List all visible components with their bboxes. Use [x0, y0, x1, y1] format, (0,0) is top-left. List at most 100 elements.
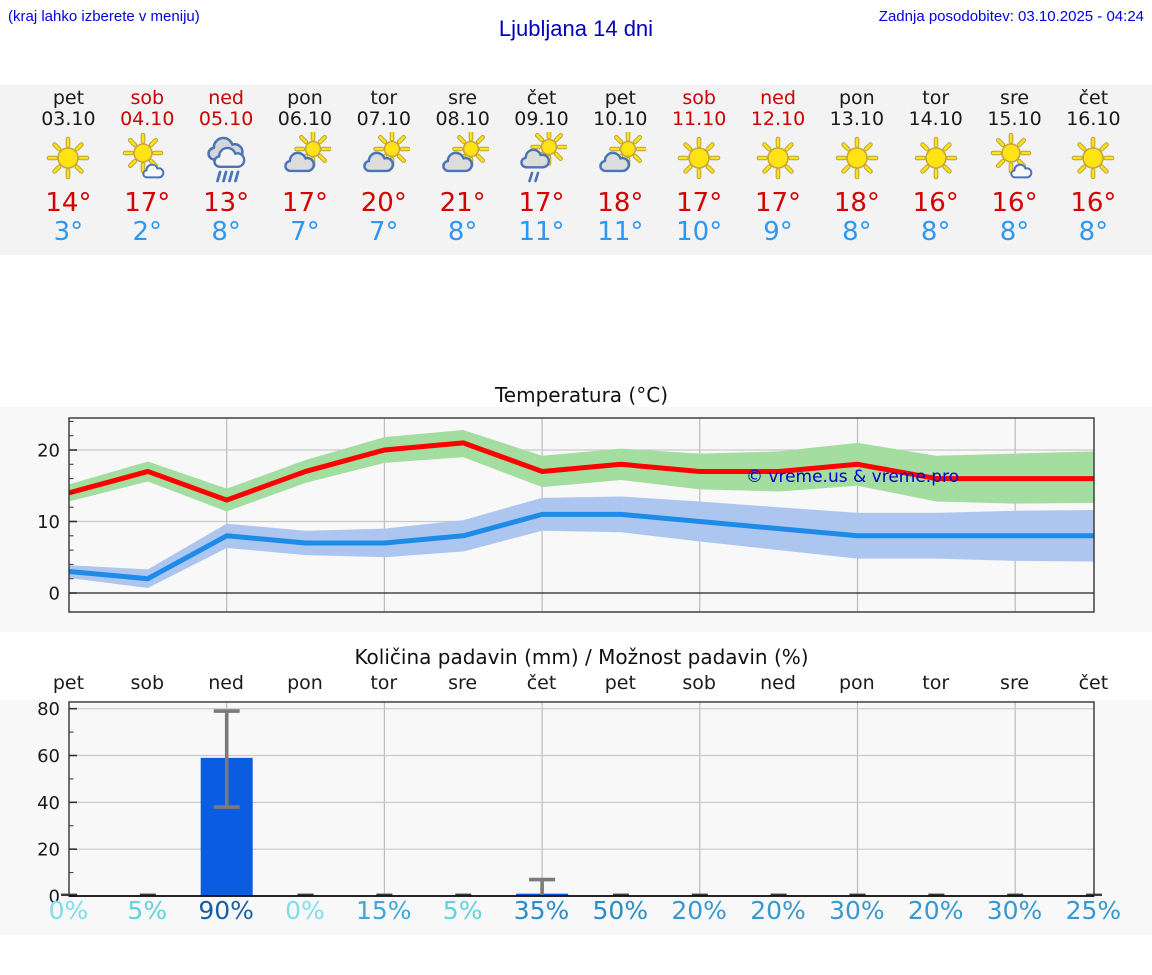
temp-min: 7°: [290, 217, 320, 247]
precip-day-label: pon: [287, 672, 323, 694]
day-date: 05.10: [198, 108, 254, 130]
precip-day-label: ned: [760, 672, 796, 694]
precip-day-label: pet: [604, 672, 636, 694]
day-name: sob: [682, 87, 716, 109]
cloud-sun-icon: [363, 132, 410, 173]
last-update-timestamp: Zadnja posodobitev: 03.10.2025 - 04:24: [878, 8, 1144, 25]
temperature-chart-title: Temperatura (°C): [494, 383, 668, 407]
precip-day-label: čet: [526, 672, 557, 694]
temp-max: 16°: [912, 188, 959, 218]
precip-day-label: sob: [682, 672, 716, 694]
day-column[interactable]: pet 10.10 18° 11°: [581, 88, 660, 247]
temp-max: 17°: [754, 188, 802, 218]
day-date: 09.10: [514, 108, 569, 130]
day-column[interactable]: tor 07.10 20° 7°: [344, 87, 423, 247]
precip-day-label: tor: [370, 672, 398, 694]
precip-probability: 5%: [127, 896, 168, 925]
day-date: 16.10: [1066, 108, 1121, 130]
temp-max: 17°: [124, 188, 171, 218]
day-date: 15.10: [987, 108, 1042, 130]
day-date: 11.10: [671, 108, 727, 130]
temp-max: 20°: [360, 188, 407, 218]
day-column[interactable]: pet 03.10 14° 3°: [29, 88, 108, 247]
day-column[interactable]: sob 04.10 17° 2°: [108, 87, 187, 247]
precip-ytick: 0: [49, 887, 60, 908]
precip-day-label: sre: [448, 672, 478, 694]
temp-min: 11°: [518, 217, 565, 247]
day-column[interactable]: pon 06.10 17° 7°: [266, 87, 345, 247]
temp-max: 18°: [833, 188, 880, 218]
day-name: tor: [370, 87, 398, 109]
day-date: 04.10: [120, 108, 175, 130]
precip-probability: 30%: [829, 896, 885, 925]
sun-icon: [677, 136, 721, 180]
temp-min: 8°: [842, 217, 872, 247]
cloud-sun-icon: [599, 132, 647, 173]
temp-max: 16°: [1070, 188, 1117, 218]
temp-min: 8°: [1078, 217, 1109, 247]
temp-min: 2°: [132, 217, 163, 247]
day-date: 10.10: [593, 108, 648, 130]
precip-probability: 25%: [1065, 896, 1122, 925]
day-name: pon: [287, 87, 323, 109]
day-date: 06.10: [277, 108, 333, 130]
day-name: sre: [448, 87, 478, 109]
page-title: Ljubljana 14 dni: [498, 16, 654, 41]
day-column[interactable]: sre 15.10 16° 8°: [975, 87, 1054, 247]
precip-probability: 35%: [513, 896, 570, 925]
day-date: 14.10: [908, 108, 963, 130]
temp-min: 8°: [920, 217, 951, 247]
temp-min: 8°: [447, 217, 478, 247]
precip-probability: 15%: [356, 896, 412, 925]
precip-day-label: tor: [922, 672, 950, 694]
watermark-link[interactable]: © vreme.us & vreme.pro: [746, 467, 960, 487]
precipitation-chart: 0 20 40 60 80: [0, 700, 1152, 935]
day-column[interactable]: ned 05.10 13° 8°: [187, 88, 266, 247]
precip-probability: 50%: [592, 896, 649, 925]
day-name: pon: [838, 87, 875, 109]
precip-probability: 90%: [198, 896, 254, 925]
day-name: sob: [130, 87, 165, 109]
sun-icon: [914, 136, 958, 180]
precip-day-label: sre: [1000, 672, 1030, 694]
day-column[interactable]: sre 08.10 21° 8°: [423, 87, 502, 247]
precipitation-day-labels: pet sob ned pon tor sre čet pet sob ned pon tor sre č…: [29, 672, 1133, 694]
temp-min: 11°: [597, 217, 644, 247]
day-name: sre: [1000, 87, 1030, 109]
temp-min: 7°: [369, 217, 399, 247]
temp-min: 9°: [763, 217, 793, 247]
day-name: tor: [922, 87, 950, 109]
precip-probability: 0%: [285, 896, 325, 925]
temp-max: 16°: [991, 188, 1038, 218]
rain-icon: [207, 136, 246, 183]
temp-max: 21°: [439, 188, 486, 218]
cloud-sun-icon: [284, 132, 331, 173]
precip-probability: 5%: [442, 896, 483, 925]
forecast-day-columns: pet 03.10 14° 3° sob 04.10 17° 2° ned 05.10 13° 8° p…: [29, 87, 1133, 247]
sun-icon: [756, 136, 800, 180]
precip-day-label: čet: [1078, 672, 1109, 694]
day-column[interactable]: pon 13.10 18° 8°: [817, 87, 896, 247]
sun-icon: [1072, 136, 1115, 180]
day-column[interactable]: tor 14.10 16° 8°: [896, 87, 975, 247]
day-date: 13.10: [829, 108, 885, 130]
day-date: 07.10: [356, 108, 411, 130]
precipitation-chart-title: Količina padavin (mm) / Možnost padavin …: [354, 645, 809, 669]
temp-min: 3°: [53, 217, 84, 247]
day-column[interactable]: sob 11.10 17° 10°: [660, 87, 739, 247]
sun-icon: [835, 136, 879, 180]
forecast-header-band: [0, 85, 1152, 255]
sun-icon: [47, 136, 90, 180]
temp-min: 10°: [676, 217, 723, 247]
day-name: čet: [526, 87, 557, 109]
precip-probability: 30%: [986, 896, 1043, 925]
precip-probability: 20%: [750, 896, 806, 925]
day-column[interactable]: čet 16.10 16° 8°: [1054, 88, 1133, 247]
precip-day-label: pet: [52, 672, 85, 694]
precipitation-probability-row: 0% 5% 90% 0% 15% 5% 35% 50% 20% 20% 30% 20% 30% 25%: [29, 897, 1133, 925]
day-column[interactable]: čet 09.10 17° 11°: [502, 87, 581, 247]
menu-hint: (kraj lahko izberete v meniju): [8, 8, 200, 25]
sun-small-cloud-icon: [122, 132, 165, 179]
day-column[interactable]: ned 12.10 17° 9°: [739, 88, 818, 247]
precip-day-label: pon: [838, 672, 875, 694]
